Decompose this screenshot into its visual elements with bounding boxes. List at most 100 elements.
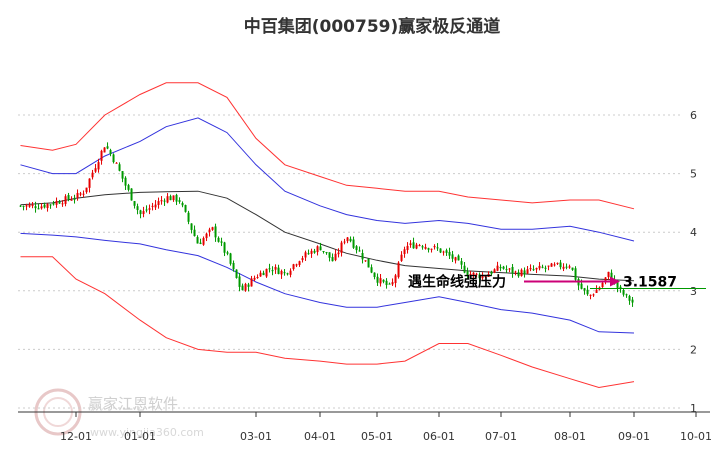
candle-body xyxy=(502,266,505,269)
y-tick-label: 4 xyxy=(690,226,697,239)
candle-body xyxy=(232,262,235,270)
candle-body xyxy=(442,251,445,253)
candle-body xyxy=(433,246,436,248)
candle-body xyxy=(241,285,244,291)
candle-body xyxy=(298,261,301,265)
candle-body xyxy=(136,206,139,211)
candle-body xyxy=(46,203,49,209)
candle-body xyxy=(148,208,151,210)
candle-body xyxy=(52,203,55,205)
candle-body xyxy=(55,201,58,205)
candle-body xyxy=(292,264,295,270)
candle-body xyxy=(487,273,490,277)
candle-body xyxy=(127,185,130,190)
candle-body xyxy=(520,269,523,276)
candle-body xyxy=(571,267,574,270)
candle-body xyxy=(505,269,508,271)
band-upper-outer xyxy=(20,82,635,210)
arrow-head-icon xyxy=(610,276,620,287)
candle-body xyxy=(436,247,439,249)
candle-body xyxy=(601,282,604,288)
candle-body xyxy=(469,273,472,276)
candle-body xyxy=(139,210,142,215)
candle-body xyxy=(262,272,265,276)
candle-body xyxy=(415,244,418,249)
candle-body xyxy=(388,283,391,285)
candle-body xyxy=(109,150,112,154)
grid xyxy=(18,114,680,409)
candle-body xyxy=(97,162,100,170)
candle-body xyxy=(244,283,247,291)
candle-body xyxy=(421,246,424,248)
candle-body xyxy=(82,193,85,195)
candle-body xyxy=(220,241,223,243)
y-tick-label: 1 xyxy=(690,402,697,415)
candle-body xyxy=(295,264,298,266)
candle-body xyxy=(76,192,79,198)
candle-body xyxy=(535,268,538,270)
watermark-url: www.yingjia360.com xyxy=(90,426,204,439)
candle-body xyxy=(511,266,514,274)
candle-body xyxy=(370,267,373,273)
candle-body xyxy=(490,272,493,274)
candle-body xyxy=(193,229,196,237)
x-tick-label: 04-01 xyxy=(304,430,336,443)
candle-body xyxy=(607,271,610,278)
candle-body xyxy=(526,269,529,274)
candle-body xyxy=(418,245,421,247)
candle-body xyxy=(61,203,64,205)
watermark-text: 赢家江恩软件 xyxy=(88,395,178,413)
candle-body xyxy=(322,250,325,252)
candle-body xyxy=(481,275,484,279)
candle-body xyxy=(427,248,430,250)
candle-body xyxy=(70,199,73,201)
candle-body xyxy=(226,252,229,254)
y-tick-label: 6 xyxy=(690,109,697,122)
candle-body xyxy=(25,205,28,207)
candle-body xyxy=(283,272,286,274)
candle-body xyxy=(382,279,385,282)
candle-body xyxy=(217,237,220,242)
candle-body xyxy=(412,242,415,249)
candle-body xyxy=(163,200,166,202)
candle-body xyxy=(580,283,583,289)
candle-body xyxy=(169,196,172,201)
candle-body xyxy=(337,252,340,255)
candle-body xyxy=(235,269,238,278)
candle-body xyxy=(595,289,598,293)
candle-body xyxy=(364,260,367,262)
candle-body xyxy=(184,205,187,212)
candle-body xyxy=(304,252,307,258)
x-axis: 12-01 01-01 03-01 04-01 05-01 06-01 07-01 08-01… xyxy=(18,411,712,443)
candle-body xyxy=(157,201,160,205)
candle-body xyxy=(124,177,127,186)
candle-body xyxy=(538,265,541,269)
x-tick-label: 05-01 xyxy=(361,430,393,443)
candle-body xyxy=(346,237,349,242)
candle-body xyxy=(631,299,634,303)
candle-body xyxy=(130,188,133,201)
x-tick-label: 01-01 xyxy=(124,430,156,443)
candle-body xyxy=(463,265,466,273)
candle-body xyxy=(316,246,319,253)
candle-body xyxy=(34,206,37,209)
candle-body xyxy=(310,250,313,254)
y-axis: 6 5 4 3 2 1 xyxy=(690,109,697,415)
candle-body xyxy=(466,271,469,276)
bands xyxy=(20,82,635,389)
candle-body xyxy=(391,282,394,285)
candle-body xyxy=(73,198,76,200)
candle-body xyxy=(43,204,46,208)
x-tick-label: 07-01 xyxy=(485,430,517,443)
candle-body xyxy=(376,276,379,283)
candle-body xyxy=(454,257,457,261)
candle-body xyxy=(118,164,121,171)
x-tick-label: 09-01 xyxy=(618,430,650,443)
candle-body xyxy=(532,269,535,271)
candle-body xyxy=(556,262,559,264)
candle-body xyxy=(484,276,487,278)
candle-body xyxy=(178,200,181,202)
candle-body xyxy=(472,272,475,276)
candle-body xyxy=(94,168,97,172)
